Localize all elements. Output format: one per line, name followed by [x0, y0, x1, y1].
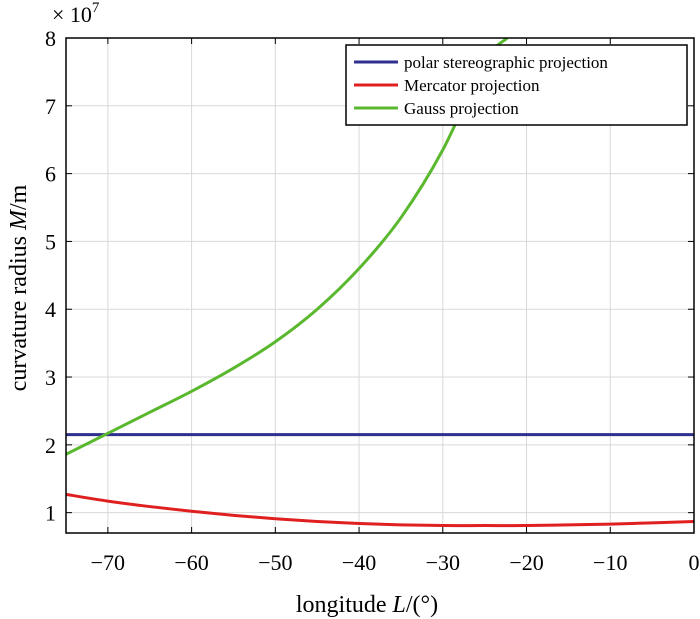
y-axis-label: curvature radius M/m [6, 184, 32, 391]
y-tick-label: 7 [45, 94, 56, 119]
x-axis-label: longitude L/(°) [296, 592, 438, 618]
y-tick-label: 2 [45, 433, 56, 458]
x-tick-label: −70 [91, 550, 125, 575]
series-line-mercator-projection [66, 492, 694, 528]
y-tick-label: 6 [45, 162, 56, 187]
ticks: −70 −60 −50 −40 −30 −20 −10 0 1 2 3 4 5 6 7 8 [45, 26, 700, 575]
y-tick-label: 4 [45, 297, 56, 322]
legend-label-mercator-projection: Mercator projection [404, 76, 540, 95]
x-tick-label: −60 [174, 550, 208, 575]
y-tick-label: 3 [45, 365, 56, 390]
x-tick-label: 0 [689, 550, 700, 575]
y-tick-label: 1 [45, 501, 56, 526]
legend-box [345, 44, 688, 126]
plot-frame [65, 37, 695, 534]
x-tick-label: −30 [426, 550, 460, 575]
y-tick-label: 5 [45, 229, 56, 254]
y-multiplier: × 107 [52, 0, 100, 27]
series-layer [66, 38, 694, 528]
x-tick-label: −50 [258, 550, 292, 575]
x-tick-label: −40 [342, 550, 376, 575]
x-tick-label: −10 [593, 550, 627, 575]
legend-label-polar-stereographic-projection: polar stereographic projection [404, 53, 608, 72]
x-tick-label: −20 [509, 550, 543, 575]
legend: polar stereographic projection Mercator p… [345, 44, 688, 126]
legend-label-gauss-projection: Gauss projection [404, 99, 519, 118]
y-tick-label: 8 [45, 26, 56, 51]
series-line-gauss-projection [66, 38, 509, 456]
